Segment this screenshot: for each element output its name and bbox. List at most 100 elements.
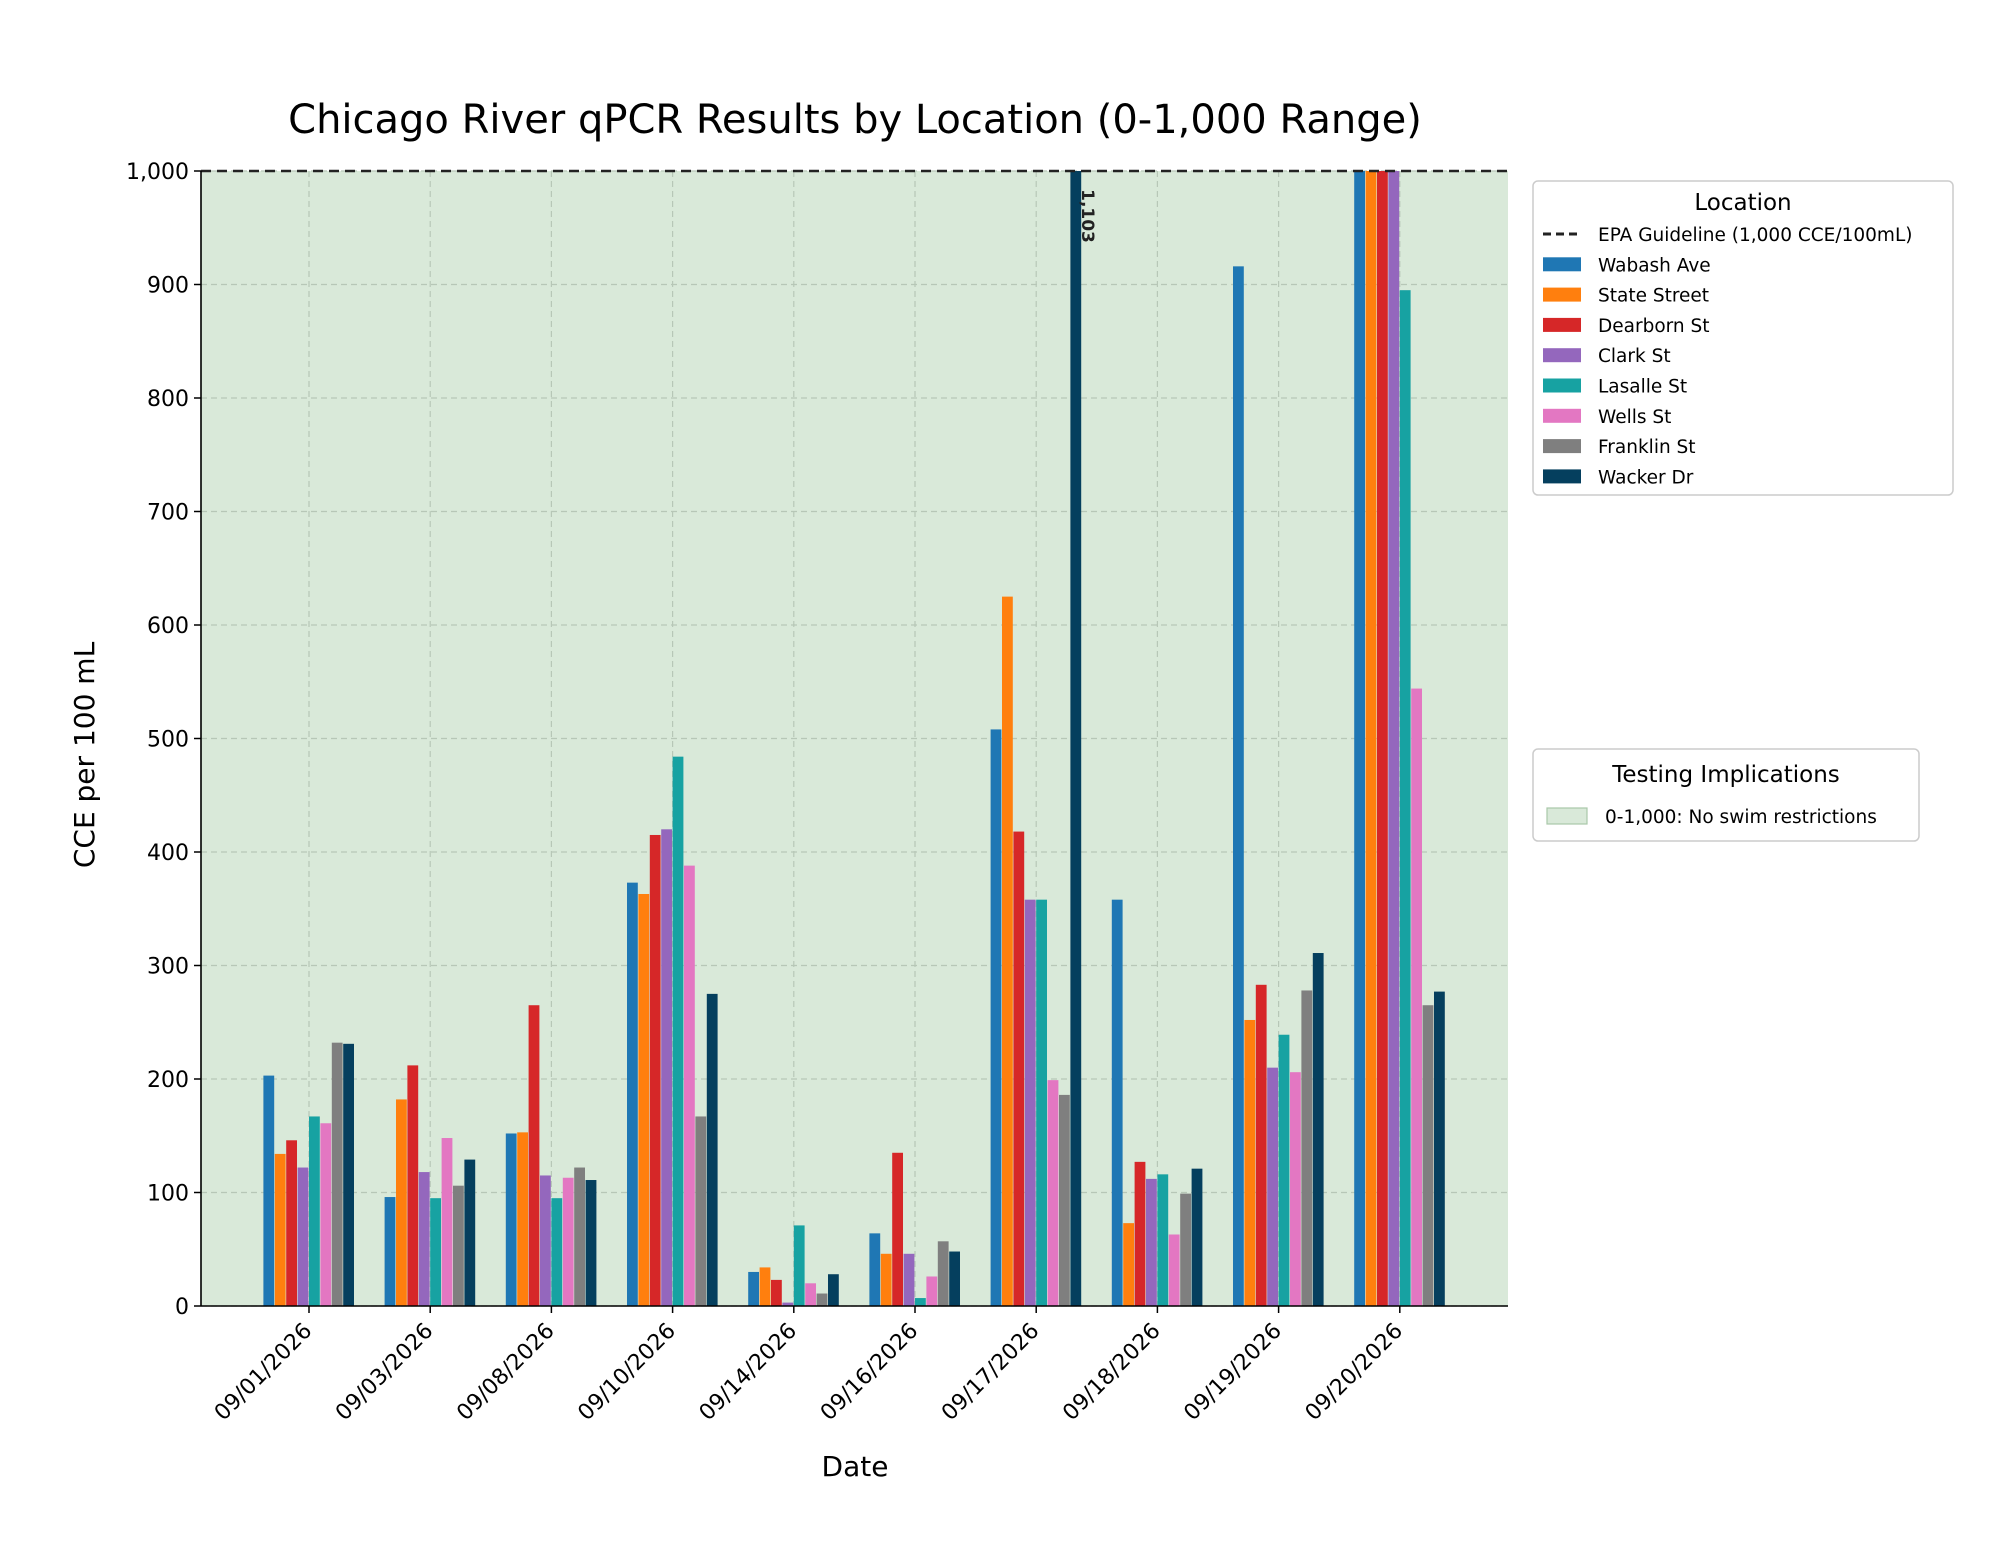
legend-swatch bbox=[1543, 348, 1581, 363]
legend-label: Wells St bbox=[1598, 407, 1671, 428]
bar bbox=[441, 1138, 453, 1306]
bar bbox=[1377, 171, 1388, 1306]
bar bbox=[1059, 1094, 1070, 1306]
legend-implications-title: Testing Implications bbox=[1611, 762, 1840, 788]
bar bbox=[828, 1274, 839, 1306]
legend-label: State Street bbox=[1598, 286, 1709, 307]
y-tick-label: 700 bbox=[147, 501, 189, 526]
bar bbox=[320, 1123, 332, 1306]
legend-label: Wacker Dr bbox=[1598, 467, 1694, 488]
bar bbox=[562, 1177, 574, 1306]
legend-location-title: Location bbox=[1694, 190, 1791, 216]
bar bbox=[1411, 688, 1422, 1306]
legend-swatch bbox=[1543, 378, 1581, 393]
bar bbox=[1301, 990, 1313, 1306]
bar bbox=[274, 1153, 286, 1306]
bar bbox=[453, 1185, 464, 1306]
bar bbox=[1388, 171, 1400, 1306]
legend-implications-swatch bbox=[1546, 807, 1588, 825]
x-tick-label: 09/14/2026 bbox=[695, 1319, 802, 1426]
bar bbox=[540, 1175, 551, 1306]
bar bbox=[1123, 1223, 1134, 1306]
legend-label: Franklin St bbox=[1598, 437, 1696, 458]
bar bbox=[695, 1116, 707, 1306]
bar bbox=[1111, 899, 1123, 1306]
bar bbox=[1312, 953, 1324, 1306]
bar bbox=[782, 1302, 794, 1306]
bar bbox=[574, 1167, 585, 1306]
y-tick-label: 1,000 bbox=[126, 160, 189, 185]
legend-label: Wabash Ave bbox=[1598, 255, 1711, 276]
bar bbox=[869, 1233, 881, 1306]
legend-label: Clark St bbox=[1598, 346, 1671, 367]
legend-label-reference: EPA Guideline (1,000 CCE/100mL) bbox=[1598, 225, 1912, 246]
bar bbox=[585, 1180, 597, 1306]
bar bbox=[706, 993, 718, 1306]
bar bbox=[331, 1042, 343, 1306]
bar bbox=[748, 1271, 759, 1306]
bar bbox=[1047, 1080, 1059, 1306]
bar bbox=[1024, 899, 1036, 1306]
bar bbox=[949, 1251, 960, 1306]
bar bbox=[464, 1159, 476, 1306]
legend-swatch bbox=[1543, 469, 1581, 484]
x-tick-label: 09/01/2026 bbox=[210, 1319, 317, 1426]
y-tick-label: 900 bbox=[147, 274, 189, 299]
bar bbox=[309, 1116, 320, 1306]
bar bbox=[937, 1241, 949, 1306]
legend-location: Location EPA Guideline (1,000 CCE/100mL) W… bbox=[1532, 180, 1954, 496]
bar bbox=[418, 1172, 430, 1306]
bar bbox=[528, 1005, 540, 1306]
y-tick-label: 300 bbox=[147, 955, 189, 980]
bar bbox=[263, 1075, 275, 1306]
bar bbox=[1365, 171, 1377, 1306]
bar bbox=[1036, 899, 1047, 1306]
bar bbox=[759, 1267, 771, 1306]
bar bbox=[551, 1198, 563, 1306]
bar bbox=[903, 1253, 915, 1306]
bar-layer: 1,103 bbox=[263, 171, 1445, 1307]
bar bbox=[1002, 596, 1013, 1306]
bar bbox=[649, 834, 661, 1306]
bar bbox=[892, 1152, 903, 1306]
bar bbox=[1255, 984, 1267, 1306]
x-tick-label: 09/17/2026 bbox=[937, 1319, 1044, 1426]
legend-swatch bbox=[1543, 408, 1581, 423]
bar bbox=[396, 1099, 407, 1306]
x-tick-label: 09/18/2026 bbox=[1058, 1319, 1165, 1426]
bar bbox=[1233, 266, 1244, 1307]
bar bbox=[1157, 1174, 1169, 1306]
bar bbox=[407, 1065, 419, 1306]
legend-location-frame bbox=[1532, 180, 1954, 496]
bar bbox=[805, 1283, 816, 1306]
bar bbox=[926, 1276, 938, 1306]
bar bbox=[1134, 1161, 1146, 1306]
bar bbox=[880, 1253, 892, 1306]
bar bbox=[1422, 1005, 1434, 1306]
bar bbox=[990, 729, 1002, 1306]
y-tick-label: 200 bbox=[147, 1068, 189, 1093]
legend-swatch bbox=[1543, 257, 1581, 272]
x-tick-label: 09/08/2026 bbox=[452, 1319, 559, 1426]
legend-label: Lasalle St bbox=[1598, 377, 1687, 398]
x-tick-label: 09/10/2026 bbox=[573, 1319, 680, 1426]
bar bbox=[816, 1293, 828, 1306]
legend-implications-label: 0-1,000: No swim restrictions bbox=[1605, 807, 1877, 828]
bar bbox=[1070, 171, 1082, 1306]
bar bbox=[1146, 1178, 1157, 1306]
bar bbox=[771, 1279, 782, 1306]
legend-swatch bbox=[1543, 317, 1581, 332]
bar bbox=[1399, 290, 1411, 1306]
bar bbox=[1267, 1067, 1278, 1306]
bar bbox=[627, 882, 638, 1306]
bar bbox=[1290, 1072, 1301, 1306]
legend-swatch bbox=[1543, 287, 1581, 302]
x-axis-title: Date bbox=[822, 1450, 889, 1483]
bar bbox=[343, 1043, 354, 1306]
bar bbox=[1013, 831, 1025, 1306]
bar bbox=[684, 865, 695, 1306]
bar bbox=[915, 1298, 926, 1306]
bar bbox=[672, 756, 684, 1306]
x-tick-label: 09/20/2026 bbox=[1301, 1319, 1408, 1426]
